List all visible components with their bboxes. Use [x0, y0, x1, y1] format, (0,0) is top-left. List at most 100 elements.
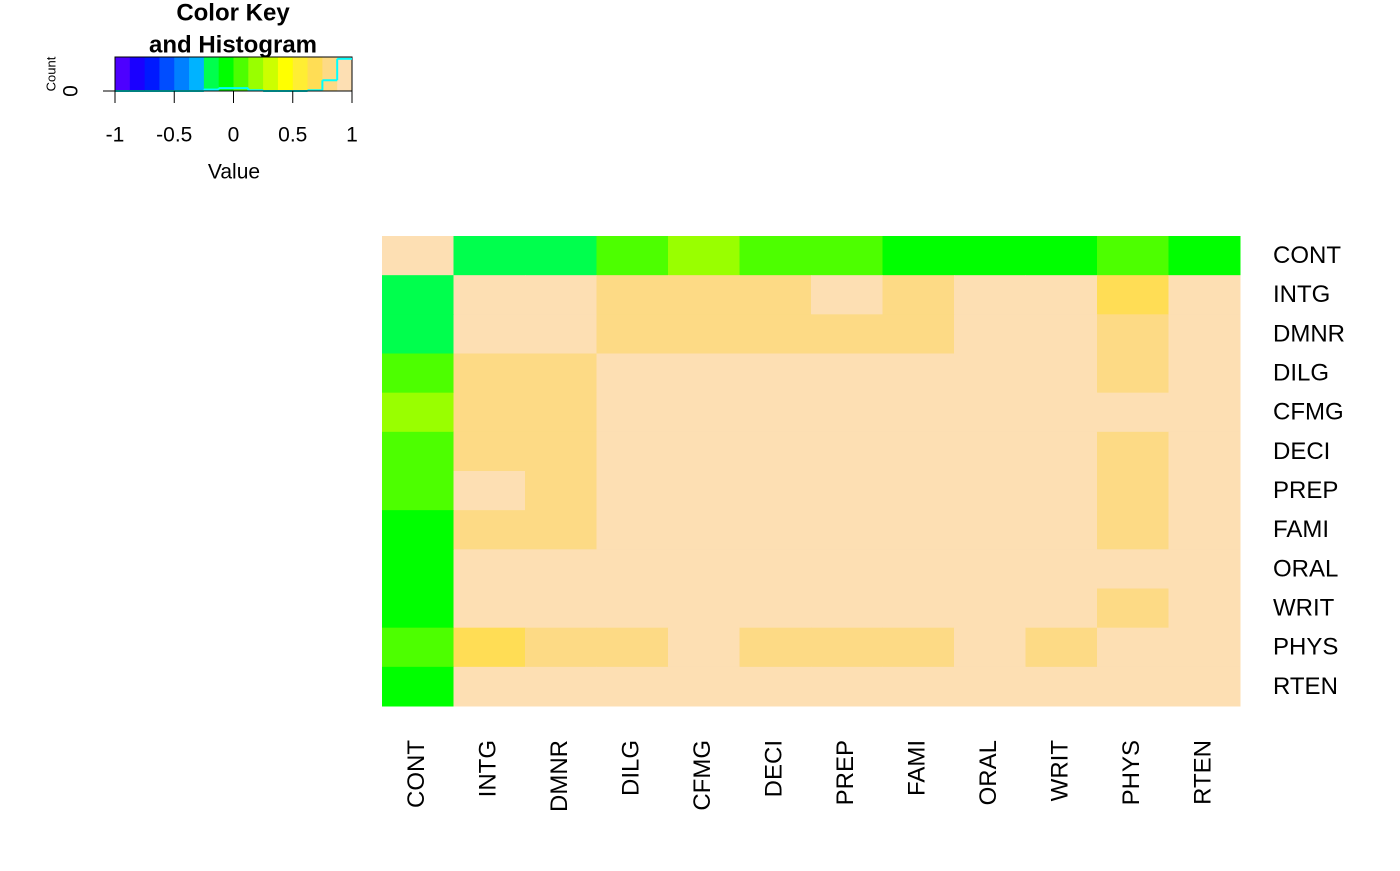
column-label: CONT [403, 740, 430, 808]
heatmap-cell [1025, 236, 1098, 276]
heatmap-cell [596, 666, 669, 707]
heatmap-cell [596, 471, 669, 511]
heatmap-cell [1168, 627, 1241, 668]
column-label: DMNR [546, 740, 573, 812]
heatmap-cell [739, 275, 812, 315]
row-label: DECI [1273, 438, 1330, 465]
heatmap-cell [382, 392, 454, 433]
key-swatch [218, 57, 234, 91]
key-swatch [277, 57, 294, 91]
heatmap-cell [1168, 666, 1241, 707]
key-swatch [292, 57, 309, 91]
heatmap-cell [954, 275, 1026, 315]
heatmap-cell [382, 510, 454, 550]
heatmap-cell [1168, 314, 1241, 354]
heatmap-cell [739, 666, 812, 707]
heatmap-cell [1025, 510, 1098, 550]
heatmap-cell [1097, 431, 1169, 472]
heatmap-cell [453, 549, 526, 589]
heatmap-cell [739, 627, 812, 668]
key-swatch [248, 57, 264, 91]
heatmap-cell [668, 431, 740, 472]
heatmap-cell [882, 627, 955, 668]
key-x-tick-label: 1 [346, 124, 358, 147]
heatmap-cell [382, 314, 454, 354]
key-x-tick-label: 0.5 [278, 124, 307, 147]
heatmap-cell [954, 471, 1026, 511]
column-label: DILG [618, 740, 645, 796]
heatmap-cell [382, 588, 454, 629]
heatmap-cell [453, 392, 526, 433]
key-x-tick-label: -1 [106, 124, 125, 147]
heatmap-cell [739, 314, 812, 354]
heatmap-cell [668, 666, 740, 707]
key-x-tick-label: -0.5 [156, 124, 192, 147]
heatmap-cell [882, 392, 955, 433]
heatmap-cell [525, 471, 597, 511]
heatmap-cell [954, 588, 1026, 629]
heatmap-cell [739, 353, 812, 394]
heatmap-cell [1097, 314, 1169, 354]
key-y-label: Count [43, 56, 58, 91]
heatmap-cell [453, 510, 526, 550]
heatmap-cell [739, 392, 812, 433]
row-label: INTG [1273, 281, 1330, 308]
heatmap-cell [811, 627, 883, 668]
heatmap-cell [453, 588, 526, 629]
row-label: WRIT [1273, 594, 1335, 621]
heatmap-cell [811, 510, 883, 550]
row-label: CFMG [1273, 399, 1344, 426]
column-label: DECI [761, 740, 788, 797]
heatmap-cell [382, 549, 454, 589]
key-swatch [144, 57, 160, 91]
heatmap-cell [525, 588, 597, 629]
heatmap-cell [1168, 510, 1241, 550]
heatmap-cell [1168, 275, 1241, 315]
heatmap-cell [739, 510, 812, 550]
column-label: PREP [832, 740, 859, 805]
heatmap-cell [382, 666, 454, 707]
heatmap-cell [453, 666, 526, 707]
heatmap-cell [596, 627, 669, 668]
heatmap-cell [1025, 666, 1098, 707]
heatmap-cell [668, 314, 740, 354]
heatmap-cell [1097, 353, 1169, 394]
column-label: INTG [475, 740, 502, 797]
heatmap-cell [525, 314, 597, 354]
heatmap-cell [525, 392, 597, 433]
heatmap-cell [1025, 471, 1098, 511]
heatmap-cell [668, 549, 740, 589]
key-y-tick-label: 0 [60, 85, 83, 97]
heatmap-cell [811, 314, 883, 354]
heatmap-cell [453, 627, 526, 668]
heatmap-cell [525, 275, 597, 315]
heatmap-cell [668, 627, 740, 668]
row-label: CONT [1273, 242, 1341, 269]
heatmap-cell [668, 275, 740, 315]
heatmap-cell [453, 353, 526, 394]
heatmap-cell [596, 392, 669, 433]
heatmap-cell [882, 666, 955, 707]
heatmap-cell [668, 353, 740, 394]
heatmap-cell [453, 236, 526, 276]
key-swatch [322, 57, 338, 91]
heatmap-cell [596, 353, 669, 394]
heatmap-cell [668, 471, 740, 511]
row-label: FAMI [1273, 516, 1329, 543]
heatmap-cell [596, 314, 669, 354]
heatmap-cell [1097, 627, 1169, 668]
heatmap-cell [882, 275, 955, 315]
heatmap-cell [1168, 588, 1241, 629]
heatmap-cell [525, 510, 597, 550]
heatmap-cell [382, 471, 454, 511]
column-label: PHYS [1118, 740, 1145, 805]
heatmap-cell [739, 236, 812, 276]
heatmap-cell [811, 549, 883, 589]
heatmap-cell [668, 392, 740, 433]
key-x-label: Value [208, 161, 260, 184]
heatmap-cell [525, 666, 597, 707]
heatmap-cell [1168, 471, 1241, 511]
heatmap-cell [1097, 471, 1169, 511]
